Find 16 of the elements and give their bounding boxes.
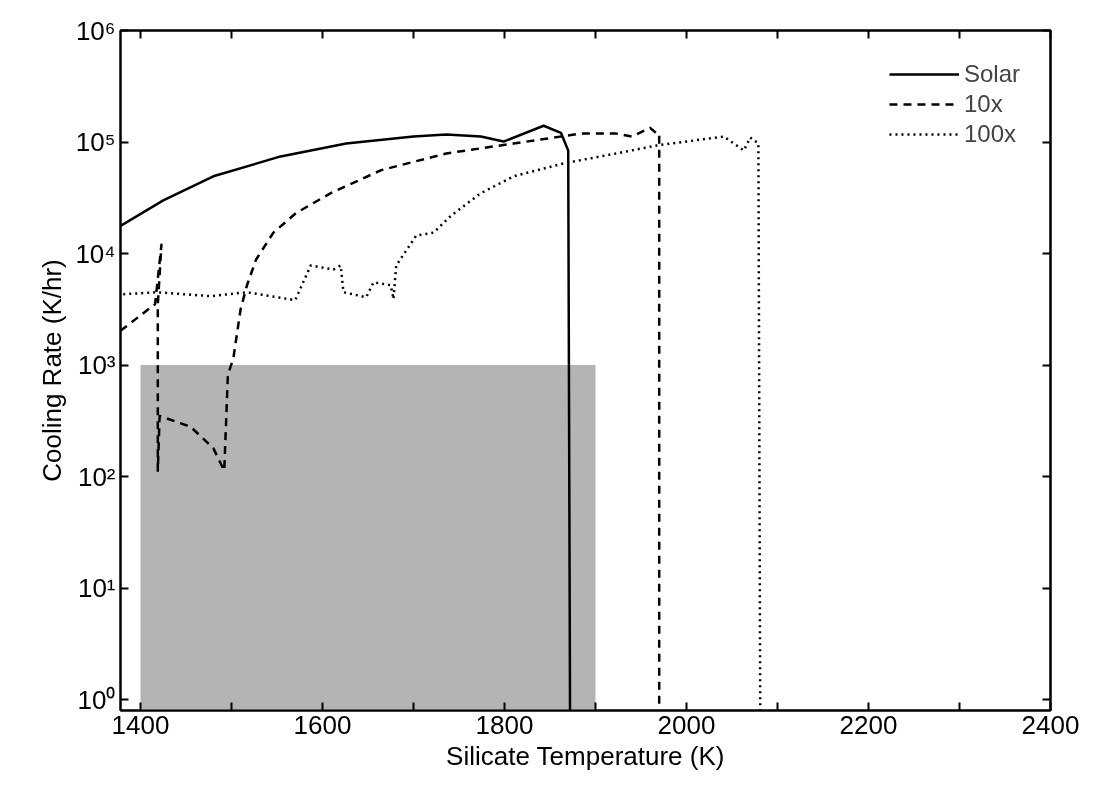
x-tick-label: 2200 bbox=[839, 709, 898, 740]
x-tick-label: 1800 bbox=[475, 709, 534, 740]
y-tick-label: 10⁵ bbox=[75, 127, 116, 158]
x-tick-label: 1600 bbox=[293, 709, 352, 740]
y-tick-label: 10⁴ bbox=[75, 238, 116, 269]
y-tick-label: 10² bbox=[77, 461, 116, 492]
y-tick-label: 10³ bbox=[77, 350, 116, 381]
y-tick-label: 10¹ bbox=[77, 573, 116, 604]
x-tick-label: 2000 bbox=[657, 709, 716, 740]
y-tick-label: 10⁶ bbox=[75, 15, 116, 46]
x-axis-title: Silicate Temperature (K) bbox=[446, 740, 725, 771]
legend-label: 100x bbox=[963, 120, 1017, 148]
legend-label: Solar bbox=[963, 60, 1020, 88]
y-axis-title: Cooling Rate (K/hr) bbox=[37, 259, 68, 482]
x-tick-label: 2400 bbox=[1021, 709, 1080, 740]
legend-label: 10x bbox=[963, 90, 1003, 118]
